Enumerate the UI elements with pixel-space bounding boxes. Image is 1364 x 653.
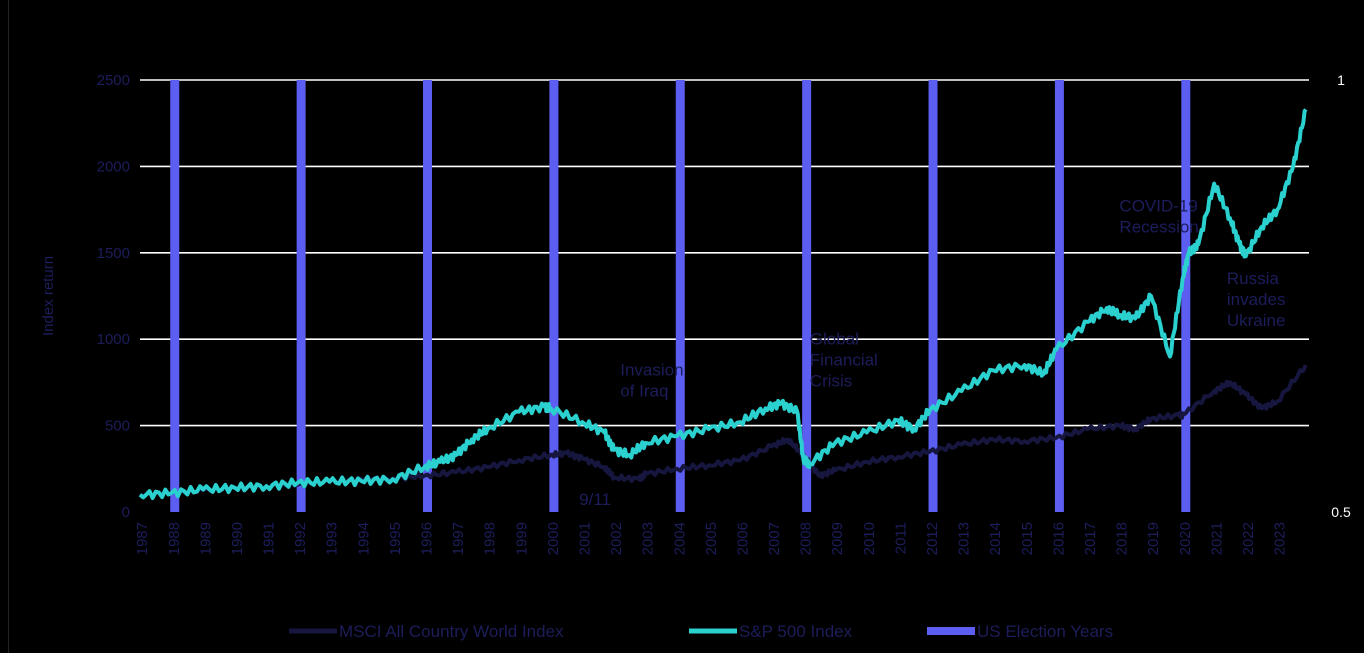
series-line-0 — [139, 364, 1308, 499]
election-bar-1996 — [423, 80, 433, 512]
x-tick-2019: 2019 — [1145, 522, 1162, 555]
y-tick-0: 0 — [122, 504, 130, 521]
x-tick-1997: 1997 — [450, 522, 467, 555]
x-tick-2017: 2017 — [1082, 522, 1099, 555]
legend-label-2: US Election Years — [977, 622, 1113, 641]
annotation-0: Invasion of Iraq — [620, 360, 683, 400]
x-tick-2006: 2006 — [735, 522, 752, 555]
gridlines — [140, 79, 1309, 427]
election-bar-2016 — [1054, 80, 1064, 512]
y-axis-label: Index return — [40, 256, 57, 336]
legend-label-0: MSCI All Country World Index — [339, 622, 564, 641]
x-tick-1994: 1994 — [355, 522, 372, 555]
series-lines — [138, 108, 1308, 500]
chart-frame: 0 500 1000 1500 2000 2500 0.5 1 1987 1988 1989 19… — [8, 0, 1357, 653]
x-tick-2016: 2016 — [1050, 522, 1067, 555]
election-year-bars — [170, 80, 1191, 512]
y-axis-ticks: 0 500 1000 1500 2000 2500 — [97, 72, 130, 521]
x-tick-2000: 2000 — [545, 522, 562, 555]
x-tick-2003: 2003 — [640, 522, 657, 555]
series-line-1 — [138, 108, 1308, 500]
x-tick-1999: 1999 — [513, 522, 530, 555]
x-tick-2022: 2022 — [1240, 522, 1257, 555]
x-tick-2015: 2015 — [1019, 522, 1036, 555]
x-tick-2021: 2021 — [1208, 522, 1225, 555]
x-tick-2023: 2023 — [1272, 522, 1289, 555]
x-tick-1996: 1996 — [419, 522, 436, 555]
x-tick-2007: 2007 — [766, 522, 783, 555]
election-bar-2012 — [928, 80, 938, 512]
x-tick-2002: 2002 — [608, 522, 625, 555]
x-tick-2005: 2005 — [703, 522, 720, 555]
x-tick-2004: 2004 — [671, 522, 688, 555]
secondary-y-axis-ticks: 0.51 — [1331, 72, 1351, 520]
election-bar-2000 — [549, 80, 559, 512]
x-tick-2012: 2012 — [924, 522, 941, 555]
y2-tick-1: 1 — [1337, 72, 1345, 88]
x-tick-2009: 2009 — [829, 522, 846, 555]
y-tick-500: 500 — [105, 418, 130, 435]
x-tick-2011: 2011 — [892, 522, 909, 554]
x-tick-2008: 2008 — [798, 522, 815, 555]
x-tick-1990: 1990 — [229, 522, 246, 555]
x-tick-1993: 1993 — [324, 522, 341, 555]
x-tick-2018: 2018 — [1114, 522, 1131, 555]
x-tick-1998: 1998 — [482, 522, 499, 555]
annotation-4: Russia invades Ukraine — [1227, 269, 1286, 330]
election-bar-1992 — [296, 80, 306, 512]
x-tick-2010: 2010 — [861, 522, 878, 555]
annotation-3: COVID-19 Recession — [1119, 196, 1198, 236]
annotation-2: Global Financial Crisis — [810, 329, 878, 390]
x-tick-2014: 2014 — [987, 522, 1004, 555]
x-tick-1987: 1987 — [134, 522, 151, 555]
x-tick-2001: 2001 — [577, 522, 594, 555]
y-tick-1000: 1000 — [97, 331, 130, 348]
x-tick-1995: 1995 — [387, 522, 404, 555]
x-tick-1989: 1989 — [197, 522, 214, 555]
x-tick-1992: 1992 — [292, 522, 309, 555]
x-axis-ticks: 1987 1988 1989 1990 1991 1992 1993 1994 1995 1996… — [134, 522, 1288, 555]
election-bar-1988 — [170, 80, 180, 512]
election-bar-2008 — [802, 80, 812, 512]
election-bar-2004 — [675, 80, 685, 512]
y2-tick-0.5: 0.5 — [1331, 504, 1351, 520]
y-tick-1500: 1500 — [97, 245, 130, 262]
election-bar-2020 — [1181, 80, 1191, 512]
x-tick-1991: 1991 — [261, 522, 278, 555]
y-tick-2000: 2000 — [97, 158, 130, 175]
x-tick-2013: 2013 — [956, 522, 973, 555]
legend-label-1: S&P 500 Index — [739, 622, 853, 641]
annotation-1: 9/11 — [579, 490, 611, 509]
annotations: Invasion of Iraq 9/11 Global Financial Crisis… — [579, 196, 1285, 509]
x-tick-2020: 2020 — [1177, 522, 1194, 555]
x-tick-1988: 1988 — [166, 522, 183, 555]
legend: MSCI All Country World Index S&P 500 Inde… — [289, 622, 1113, 641]
y-tick-2500: 2500 — [97, 72, 130, 89]
